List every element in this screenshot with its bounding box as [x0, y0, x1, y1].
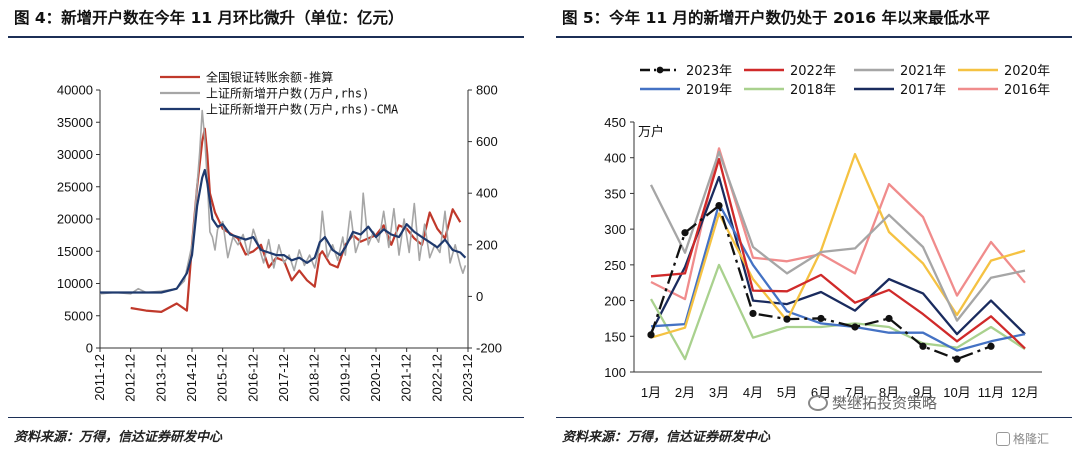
series-point-2023年 [987, 342, 995, 350]
series-point-2023年 [953, 355, 961, 363]
x-tick-label: 3月 [709, 385, 729, 400]
legend-marker-2023年 [656, 66, 664, 74]
series-point-2023年 [919, 342, 927, 350]
figure-5-panel: 图 5：今年 11 月的新增开户数仍处于 2016 年以来最低水平 100 150… [548, 0, 1080, 458]
left-tick-label: 20000 [57, 212, 93, 227]
legend-label-3: 上证所新增开户数(万户,rhs)-CMA [206, 102, 399, 117]
x-tick-label: 1月 [641, 385, 661, 400]
legend-label-2017年: 2017年 [900, 83, 946, 98]
x-tick-label: 2021-12 [399, 354, 414, 402]
y-tick-label: 250 [604, 258, 626, 273]
left-tick-label: 25000 [57, 179, 93, 194]
logo-text: 格隆汇 [1013, 432, 1050, 446]
series-line-2016年 [650, 147, 1026, 301]
y-tick-label: 400 [604, 151, 626, 166]
series-point-2023年 [851, 323, 859, 331]
x-tick-label: 2015-12 [215, 354, 230, 402]
legend-label-2023年: 2023年 [686, 64, 732, 79]
y-tick-label: 450 [604, 115, 626, 130]
site-logo: 格隆汇 [996, 430, 1049, 447]
legend-label-2: 上证所新增开户数(万户,rhs) [206, 86, 369, 101]
series-line-2019年 [650, 202, 1026, 352]
figure-5-top-rule [556, 36, 1072, 38]
y-tick-label: 300 [604, 222, 626, 237]
right-tick-label: 600 [476, 134, 498, 149]
series-line-2020年 [650, 152, 1026, 339]
series-point-2023年 [783, 315, 791, 323]
x-tick-label: 2013-12 [153, 354, 168, 402]
x-tick-label: 12月 [1011, 385, 1038, 400]
legend-label-2022年: 2022年 [790, 64, 836, 79]
figure-4-top-rule [8, 36, 524, 38]
logo-icon [996, 431, 1010, 446]
y-tick-label: 200 [604, 294, 626, 309]
watermark: 樊继拓投资策略 [808, 392, 937, 413]
series-line-2018年 [649, 263, 1026, 361]
legend-label-2021年: 2021年 [900, 64, 946, 79]
x-tick-label: 2017-12 [276, 354, 291, 402]
x-tick-label: 2018-12 [307, 354, 322, 402]
figure-4-bottom-rule [8, 417, 524, 418]
x-tick-label: 4月 [743, 385, 763, 400]
unit-label: 万户 [638, 124, 664, 140]
series-line-2021年 [649, 150, 1026, 322]
legend-label-2018年: 2018年 [790, 83, 836, 98]
right-tick-label: 0 [476, 289, 483, 304]
series-point-2023年 [647, 331, 655, 339]
x-tick-label: 2022-12 [429, 354, 444, 402]
x-tick-label: 2019-12 [337, 354, 352, 402]
legend-label-2016年: 2016年 [1004, 83, 1050, 98]
x-tick-label: 2014-12 [184, 354, 199, 402]
y-tick-label: 350 [604, 186, 626, 201]
legend-label-2020年: 2020年 [1004, 64, 1050, 79]
right-tick-label: 400 [476, 186, 498, 201]
figure-5-bottom-rule [556, 417, 1072, 418]
left-tick-label: 30000 [57, 147, 93, 162]
x-tick-label: 2月 [675, 385, 695, 400]
y-tick-label: 100 [604, 365, 626, 380]
figure-5-source: 资料来源：万得，信达证券研发中心 [562, 430, 771, 445]
x-tick-label: 7月 [845, 385, 865, 400]
series-point-2023年 [715, 201, 723, 210]
y-tick-label: 150 [604, 329, 626, 344]
x-tick-label: 2011-12 [92, 354, 107, 401]
series-point-2023年 [681, 229, 689, 237]
right-tick-label: 200 [476, 237, 498, 252]
x-tick-label: 8月 [879, 385, 899, 400]
series-point-2023年 [885, 314, 893, 323]
legend-label-2019年: 2019年 [686, 83, 732, 98]
series-line-3 [100, 168, 467, 294]
right-tick-label: -200 [476, 341, 502, 356]
x-tick-label: 5月 [777, 385, 797, 400]
figure-4-chart: 0 5000 10000 15000 20000 25000 30000 35000 40000… [57, 70, 502, 402]
left-tick-label: 10000 [57, 276, 93, 291]
series-point-2023年 [817, 314, 825, 323]
x-tick-label: 2012-12 [123, 354, 138, 402]
figure-4-panel: 图 4：新增开户数在今年 11 月环比微升（单位：亿元） 0 5000 10000 1… [0, 0, 532, 458]
figure-5-title: 图 5：今年 11 月的新增开户数仍处于 2016 年以来最低水平 [562, 9, 990, 27]
legend-label-1: 全国银证转账余额-推算 [206, 70, 333, 85]
series-line-2017年 [649, 175, 1026, 336]
figure-4-title: 图 4：新增开户数在今年 11 月环比微升（单位：亿元） [14, 9, 404, 27]
x-tick-label: 2020-12 [368, 354, 383, 402]
x-tick-label: 2016-12 [245, 354, 260, 402]
left-tick-label: 40000 [57, 83, 93, 98]
figure-4-source: 资料来源：万得，信达证券研发中心 [14, 430, 223, 445]
left-tick-label: 0 [86, 341, 93, 356]
left-tick-label: 5000 [64, 308, 93, 323]
x-tick-label: 9月 [913, 385, 933, 400]
x-tick-label: 10月 [943, 385, 970, 400]
series-line-2 [99, 109, 467, 295]
left-tick-label: 35000 [57, 115, 93, 130]
watermark-text: 樊继拓投资策略 [832, 394, 938, 412]
wechat-icon [808, 394, 828, 411]
right-tick-label: 800 [476, 83, 498, 98]
left-tick-label: 15000 [57, 244, 93, 259]
series-line-2022年 [650, 157, 1026, 350]
x-tick-label: 2023-12 [460, 354, 475, 402]
x-tick-label: 11月 [978, 385, 1005, 400]
series-point-2023年 [749, 309, 757, 318]
